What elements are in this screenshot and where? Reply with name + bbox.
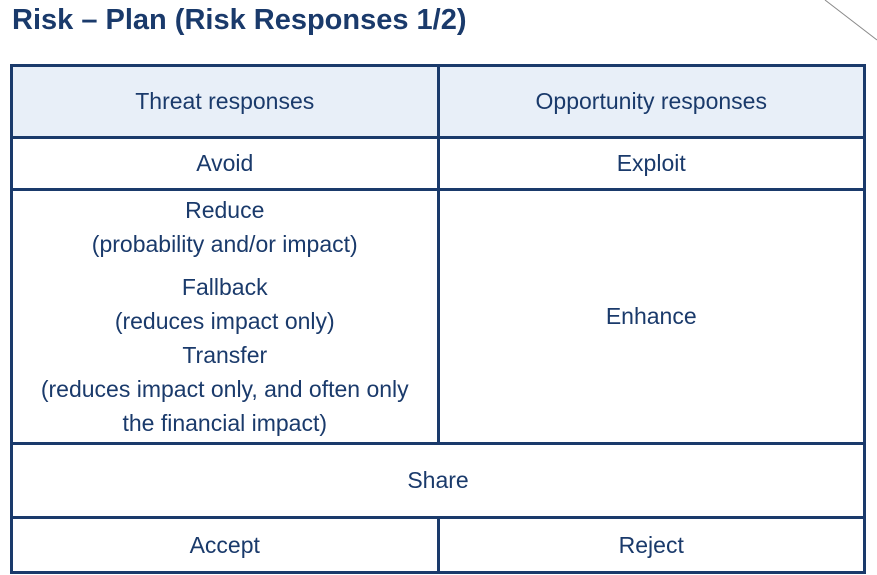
corner-decoration <box>824 0 877 41</box>
transfer-detail-line-1: (reduces impact only, and often only <box>40 376 409 402</box>
reduce-fallback-transfer-cell: Reduce (probability and/or impact) Fallb… <box>10 188 440 445</box>
page-title: Risk – Plan (Risk Responses 1/2) <box>12 4 467 36</box>
reduce-detail: (probability and/or impact) <box>91 231 358 257</box>
accept-cell: Accept <box>10 516 440 574</box>
reduce-label: Reduce <box>185 197 265 223</box>
fallback-label: Fallback <box>181 274 268 300</box>
exploit-cell: Exploit <box>436 136 866 191</box>
fallback-block: Fallback (reduces impact only) <box>17 270 433 338</box>
reduce-block: Reduce (probability and/or impact) <box>17 193 433 261</box>
reject-cell: Reject <box>436 516 866 574</box>
risk-responses-table: Threat responses Opportunity responses A… <box>10 64 866 574</box>
table-row: Avoid Exploit <box>10 136 866 191</box>
enhance-cell: Enhance <box>436 188 866 445</box>
threat-responses-header: Threat responses <box>10 64 440 139</box>
opportunity-responses-header: Opportunity responses <box>436 64 866 139</box>
share-cell: Share <box>10 442 866 519</box>
table-row: Share <box>10 442 866 519</box>
fallback-detail: (reduces impact only) <box>114 308 335 334</box>
transfer-label: Transfer <box>182 342 268 368</box>
transfer-detail-line-2: the financial impact) <box>122 410 328 436</box>
avoid-cell: Avoid <box>10 136 440 191</box>
transfer-block: Transfer (reduces impact only, and often… <box>17 338 433 440</box>
table-row: Reduce (probability and/or impact) Fallb… <box>10 188 866 445</box>
table-header-row: Threat responses Opportunity responses <box>10 64 866 139</box>
table-row: Accept Reject <box>10 516 866 574</box>
